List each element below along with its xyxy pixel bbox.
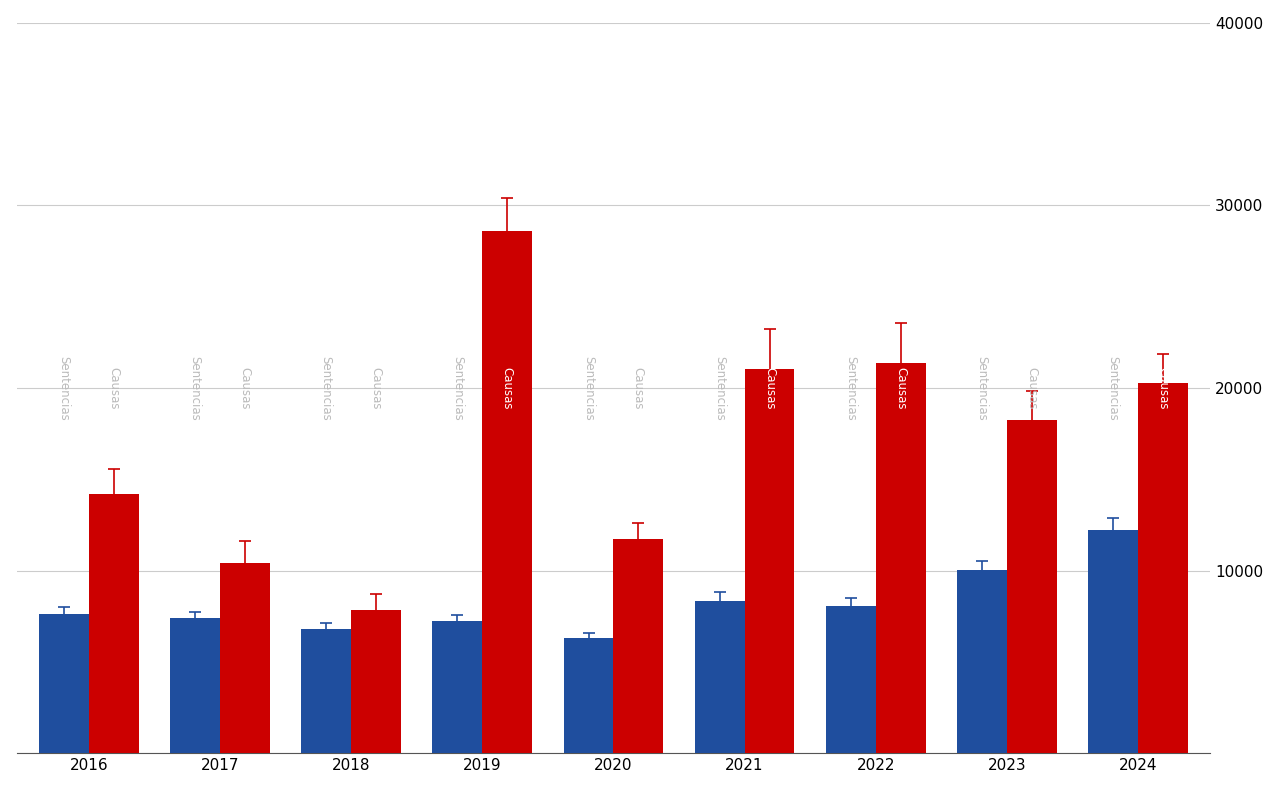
Bar	[695, 600, 745, 754]
Text: 21033: 21033	[748, 709, 791, 721]
Bar	[957, 570, 1007, 754]
Text: Sentencias: Sentencias	[975, 356, 988, 420]
Text: Causas: Causas	[763, 367, 776, 409]
Text: 18245: 18245	[1010, 713, 1053, 727]
Text: 10024: 10024	[960, 714, 1004, 727]
Bar	[1088, 530, 1138, 754]
Text: 28614: 28614	[485, 694, 529, 708]
Bar	[351, 610, 401, 754]
Text: Causas: Causas	[1157, 367, 1170, 409]
Text: Sentencias: Sentencias	[320, 356, 333, 420]
Bar	[613, 540, 663, 754]
Bar	[1138, 383, 1188, 754]
Text: Causas: Causas	[108, 367, 120, 409]
Text: 6814: 6814	[308, 724, 343, 738]
Bar	[826, 607, 876, 754]
Text: 12241: 12241	[1092, 707, 1135, 720]
Text: Causas: Causas	[1025, 367, 1038, 409]
Bar	[170, 619, 220, 754]
Text: 11725: 11725	[617, 725, 660, 739]
Bar	[563, 638, 613, 754]
Text: Causas: Causas	[238, 367, 251, 409]
Text: Causas: Causas	[632, 367, 645, 409]
Bar	[1007, 420, 1057, 754]
Text: 8050: 8050	[833, 720, 868, 733]
Bar	[745, 369, 795, 754]
Text: 6299: 6299	[571, 726, 605, 739]
Text: Sentencias: Sentencias	[845, 356, 858, 420]
Text: 7615: 7615	[46, 722, 82, 735]
Text: 7843: 7843	[358, 732, 393, 746]
Bar	[876, 363, 925, 754]
Text: 14176: 14176	[92, 721, 136, 734]
Text: Sentencias: Sentencias	[582, 356, 595, 420]
Bar	[433, 621, 483, 754]
Text: Causas: Causas	[500, 367, 513, 409]
Text: Causas: Causas	[370, 367, 383, 409]
Text: Sentencias: Sentencias	[188, 356, 201, 420]
Text: 7401: 7401	[178, 723, 212, 735]
Bar	[38, 615, 88, 754]
Text: Sentencias: Sentencias	[58, 356, 70, 420]
Text: Causas: Causas	[895, 367, 908, 409]
Text: 10442: 10442	[223, 728, 266, 741]
Text: Sentencias: Sentencias	[1107, 356, 1120, 420]
Bar	[220, 562, 270, 754]
Text: 20263: 20263	[1142, 710, 1185, 723]
Text: 8358: 8358	[703, 720, 737, 732]
Bar	[483, 231, 532, 754]
Text: 21358: 21358	[879, 708, 923, 721]
Text: Sentencias: Sentencias	[713, 356, 726, 420]
Text: Sentencias: Sentencias	[451, 356, 463, 420]
Text: 7246: 7246	[440, 723, 475, 736]
Bar	[301, 629, 351, 754]
Bar	[88, 495, 138, 754]
